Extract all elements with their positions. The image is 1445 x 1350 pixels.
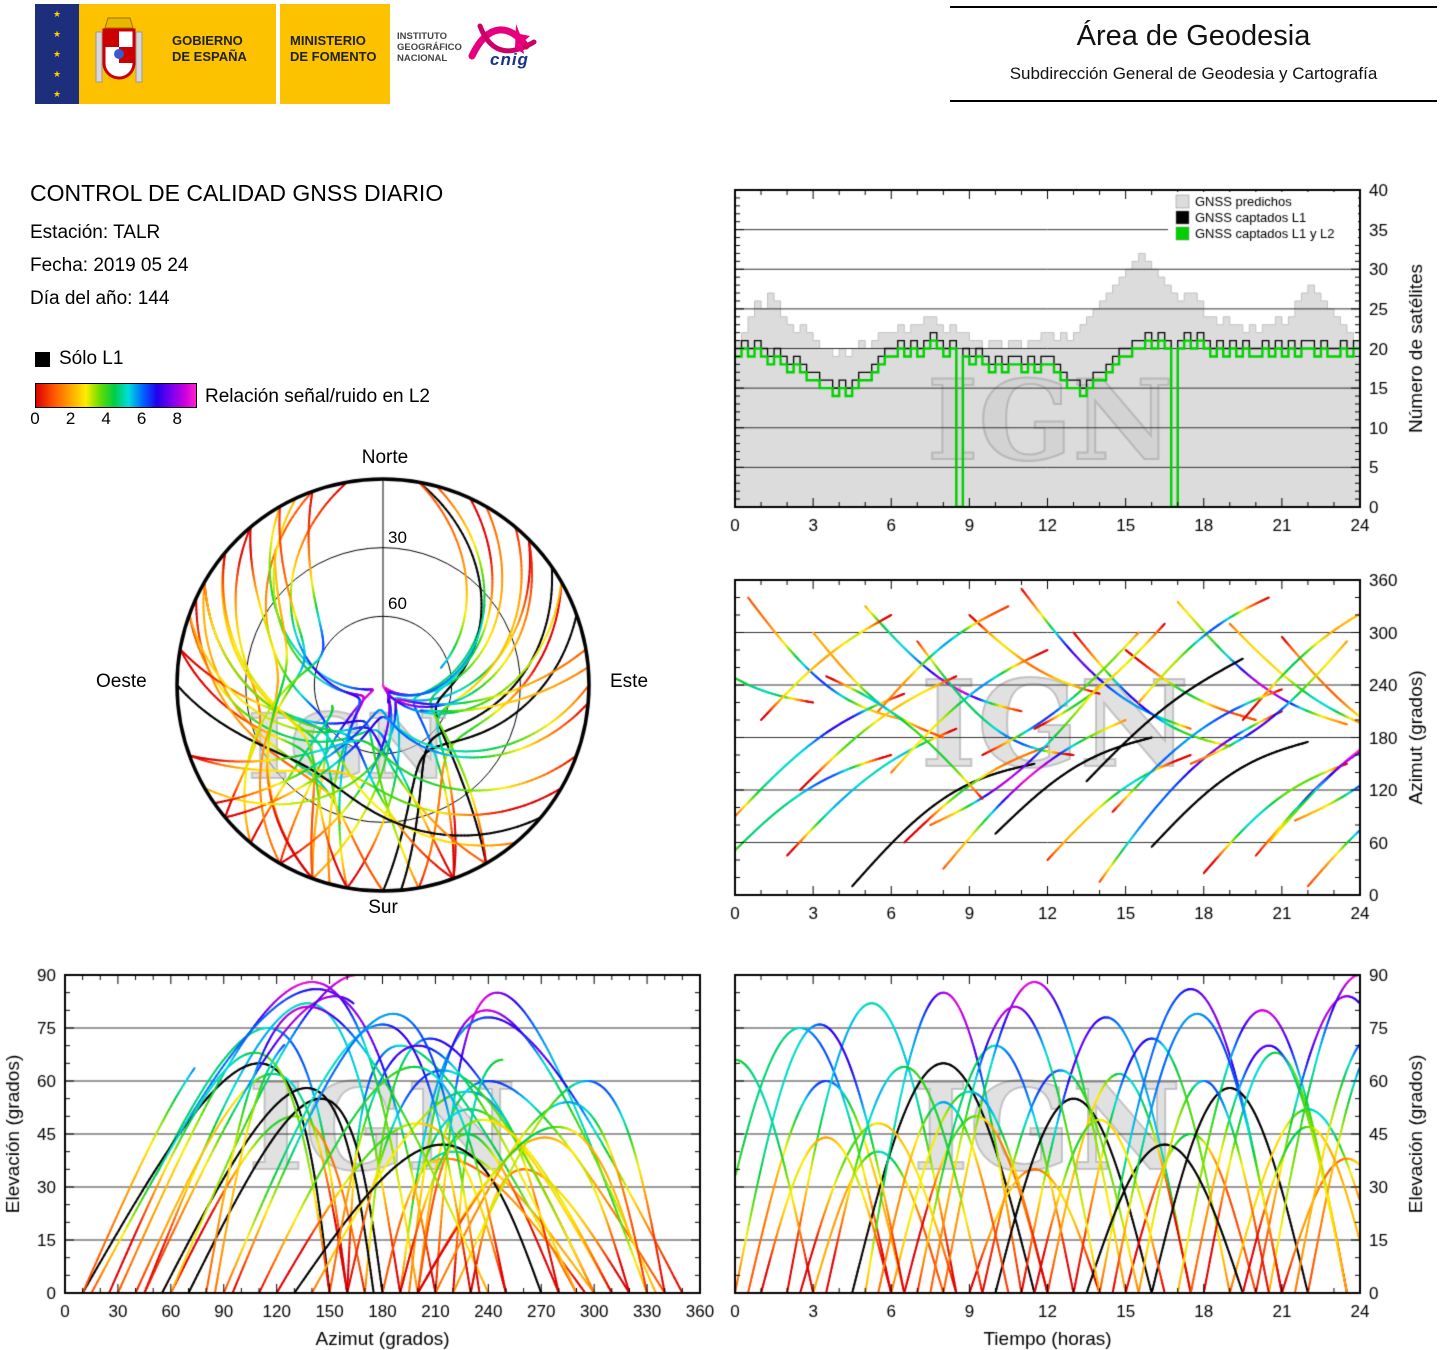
skyplot-ring30-label: 30	[388, 528, 407, 547]
ign-line3: NACIONAL	[397, 53, 448, 64]
snr-colorbar-ticks: 0 2 4 6 8	[30, 409, 197, 429]
star-icon: ★	[52, 48, 62, 59]
colorbar-tick-label: 6	[136, 409, 147, 428]
gobierno-line1: GOBIERNO	[172, 33, 243, 48]
ministerio-line2: DE FOMENTO	[290, 49, 377, 64]
satellite-count-chart-canvas	[720, 180, 1445, 550]
snr-colorbar	[35, 383, 197, 408]
colorbar-tick-label: 0	[30, 409, 40, 428]
skyplot-south-label: Sur	[368, 897, 398, 918]
date-line: Fecha: 2019 05 24	[30, 255, 189, 276]
colorbar-tick-label: 2	[65, 409, 76, 428]
black-square-icon	[35, 351, 50, 367]
star-icon: ★	[52, 88, 62, 99]
area-title: Área de Geodesia	[1076, 20, 1311, 52]
station-line: Estación: TALR	[30, 222, 161, 243]
colorbar-tick-label: 4	[101, 409, 111, 428]
cnig-logo: cnig	[466, 16, 552, 88]
elevation-azimuth-chart-canvas	[0, 958, 715, 1350]
cnig-wordmark: cnig	[490, 50, 529, 69]
area-header: Área de Geodesia Subdirección General de…	[950, 4, 1437, 106]
skyplot-north-label: Norte	[361, 447, 409, 468]
skyplot-west-label: Oeste	[96, 671, 147, 692]
cnig-brush-icon	[468, 23, 537, 60]
star-icon: ★	[52, 68, 62, 79]
azimuth-time-chart-canvas	[720, 560, 1445, 945]
colorbar-tick-label: 8	[172, 409, 182, 428]
report-title: CONTROL DE CALIDAD GNSS DIARIO	[30, 180, 444, 206]
banner-divider	[276, 4, 280, 104]
snr-colorbar-label: Relación señal/ruido en L2	[205, 386, 430, 407]
ministerio-line1: MINISTERIO	[290, 33, 366, 48]
skyplot-east-label: Este	[610, 671, 649, 692]
ign-line2: GEOGRÁFICO	[397, 42, 462, 53]
skyplot-canvas	[150, 455, 620, 925]
solo-l1-legend: Sólo L1	[35, 348, 123, 370]
instituto-geografico-label: INSTITUTO GEOGRÁFICO NACIONAL	[397, 31, 462, 64]
star-icon: ★	[52, 8, 62, 19]
area-subtitle: Subdirección General de Geodesia y Carto…	[1009, 64, 1378, 83]
elevation-time-chart-canvas	[720, 958, 1445, 1350]
gobierno-line2: DE ESPAÑA	[172, 49, 247, 64]
ign-line1: INSTITUTO	[397, 31, 447, 42]
skyplot-ring60-label: 60	[388, 594, 407, 613]
ministerio-label: MINISTERIO DE FOMENTO	[290, 33, 376, 65]
eu-flag-strip: ★ ★ ★ ★ ★	[35, 4, 79, 104]
star-icon: ★	[52, 28, 62, 39]
day-of-year-line: Día del año: 144	[30, 288, 170, 309]
header-rule-bottom	[950, 100, 1437, 102]
gobierno-label: GOBIERNO DE ESPAÑA	[172, 33, 247, 65]
header-rule-top	[950, 6, 1437, 8]
solo-l1-label: Sólo L1	[59, 348, 124, 369]
spain-coat-of-arms-icon	[94, 14, 144, 97]
